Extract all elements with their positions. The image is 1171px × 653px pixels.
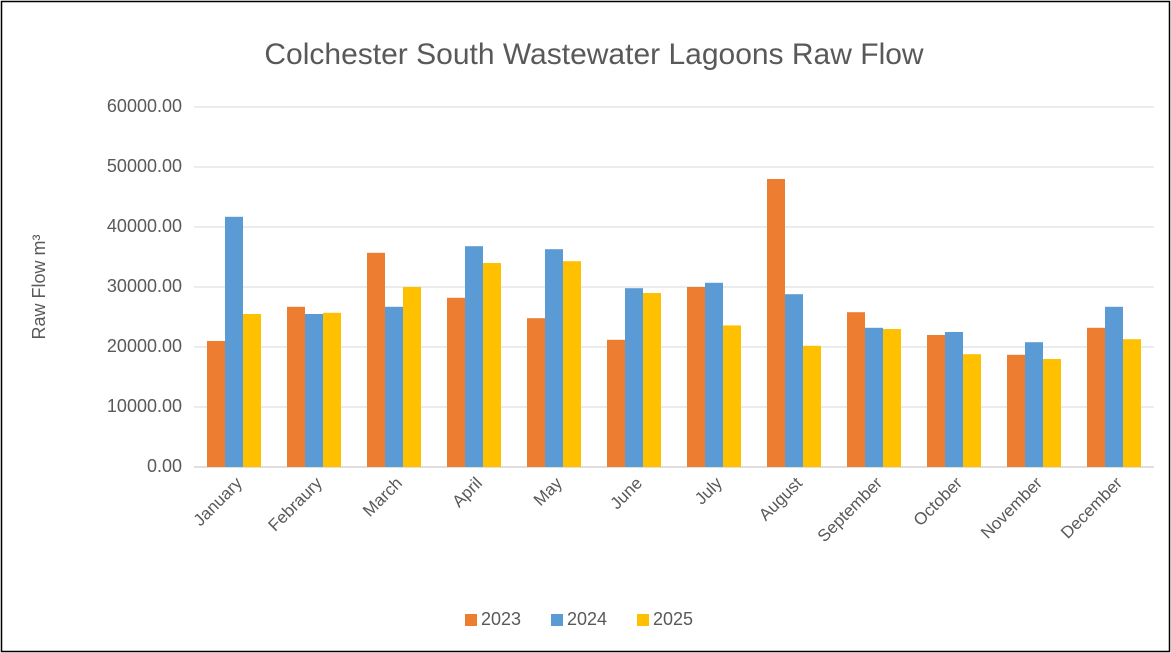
bar	[323, 312, 341, 467]
legend-label: 2024	[567, 609, 607, 629]
bar	[803, 345, 821, 467]
bar	[305, 314, 323, 467]
legend-label: 2023	[481, 609, 521, 629]
bar	[963, 354, 981, 467]
bar	[883, 329, 901, 467]
bar	[705, 282, 723, 467]
bar	[243, 314, 261, 467]
bar	[643, 293, 661, 467]
legend-swatch	[637, 614, 649, 626]
bar	[607, 339, 625, 467]
bar	[1087, 327, 1105, 467]
bar	[723, 325, 741, 467]
y-tick-label: 10000.00	[107, 396, 182, 416]
bar	[687, 287, 705, 467]
bar	[1105, 306, 1123, 467]
y-tick-label: 60000.00	[107, 96, 182, 116]
bar	[1043, 359, 1061, 467]
bar	[225, 216, 243, 467]
y-tick-label: 30000.00	[107, 276, 182, 296]
y-tick-label: 0.00	[147, 456, 182, 476]
bar	[1025, 342, 1043, 467]
bar	[767, 179, 785, 467]
bar	[945, 332, 963, 467]
bar	[785, 294, 803, 467]
bar	[447, 297, 465, 467]
bar	[367, 252, 385, 467]
chart-title: Colchester South Wastewater Lagoons Raw …	[264, 38, 924, 71]
legend-swatch	[551, 614, 563, 626]
bar	[385, 306, 403, 467]
bar	[1007, 354, 1025, 467]
bar	[865, 327, 883, 467]
bar	[287, 306, 305, 467]
bar	[1123, 339, 1141, 467]
bar	[527, 318, 545, 467]
legend-swatch	[465, 614, 477, 626]
legend-label: 2025	[653, 609, 693, 629]
bar	[207, 341, 225, 467]
bar	[563, 261, 581, 467]
y-tick-label: 20000.00	[107, 336, 182, 356]
bar	[403, 287, 421, 467]
bar	[847, 312, 865, 467]
bar	[465, 246, 483, 467]
bar	[545, 249, 563, 467]
y-tick-label: 40000.00	[107, 216, 182, 236]
bar	[927, 335, 945, 467]
y-axis-label: Raw Flow m³	[29, 234, 49, 339]
bar	[625, 288, 643, 467]
bar	[483, 263, 501, 467]
y-tick-label: 50000.00	[107, 156, 182, 176]
